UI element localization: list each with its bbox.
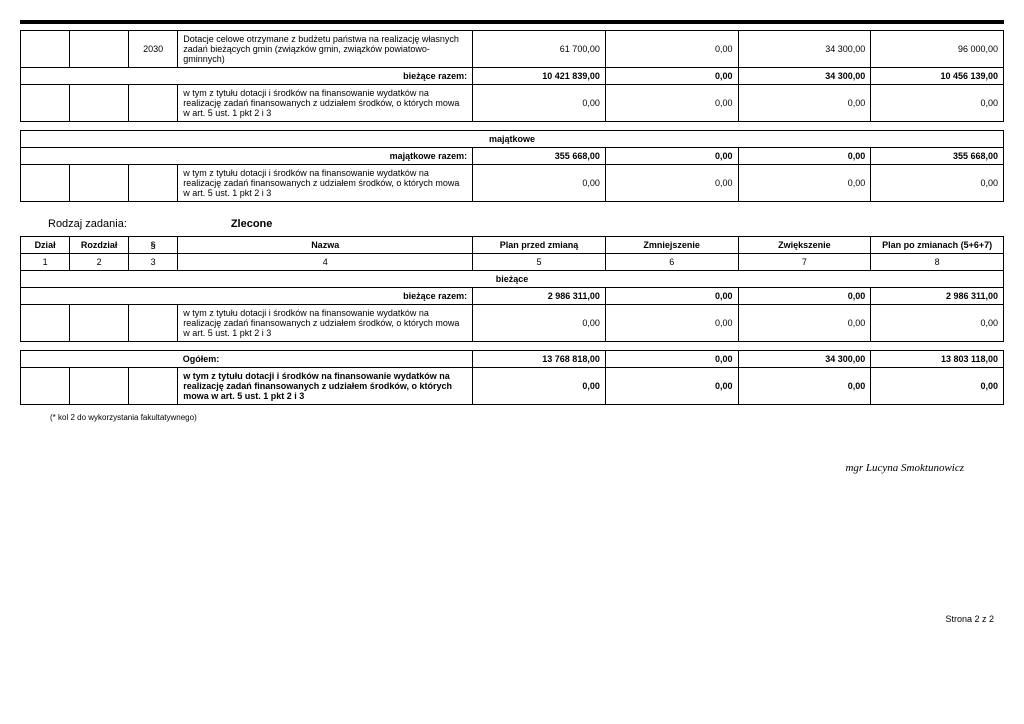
cell-nazwa: Dotacje celowe otrzymane z budżetu państ… [178,31,473,68]
cell-val: 0,00 [871,368,1004,405]
cell-val: 0,00 [871,85,1004,122]
header-row: Dział Rozdział § Nazwa Plan przed zmianą… [21,237,1004,254]
cell-val: 0,00 [605,31,738,68]
cell-val: 34 300,00 [738,31,871,68]
section-header: bieżące [21,271,1004,288]
col-header: Zwiększenie [738,237,871,254]
table-top: 2030 Dotacje celowe otrzymane z budżetu … [20,30,1004,122]
page-number: Strona 2 z 2 [20,614,994,624]
col-num: 3 [129,254,178,271]
rodzaj-label: Rodzaj zadania: [48,218,127,230]
cell-val: 355 668,00 [871,148,1004,165]
cell-val: 0,00 [605,165,738,202]
cell-val: 0,00 [871,165,1004,202]
table-zlecone: Dział Rozdział § Nazwa Plan przed zmianą… [20,236,1004,342]
cell-val: 0,00 [605,288,738,305]
cell-val: 96 000,00 [871,31,1004,68]
cell-val: 0,00 [738,85,871,122]
cell-val: 355 668,00 [473,148,606,165]
table-row-detail: w tym z tytułu dotacji i środków na fina… [21,368,1004,405]
cell-val: 10 421 839,00 [473,68,606,85]
col-header: Plan przed zmianą [473,237,606,254]
footnote: (* kol 2 do wykorzystania fakultatywnego… [50,413,1004,422]
cell-val: 13 803 118,00 [871,351,1004,368]
col-header: § [129,237,178,254]
ogolem-label: Ogółem: [178,351,473,368]
cell-val: 0,00 [605,68,738,85]
cell-val: 0,00 [605,351,738,368]
cell-val: 34 300,00 [738,351,871,368]
cell-par: 2030 [129,31,178,68]
cell-val: 0,00 [738,368,871,405]
col-header: Zmniejszenie [605,237,738,254]
section-header-row: majątkowe [21,131,1004,148]
col-number-row: 1 2 3 4 5 6 7 8 [21,254,1004,271]
detail-label: w tym z tytułu dotacji i środków na fina… [178,165,473,202]
cell-val: 0,00 [871,305,1004,342]
table-row: 2030 Dotacje celowe otrzymane z budżetu … [21,31,1004,68]
cell-val: 2 986 311,00 [871,288,1004,305]
col-num: 2 [70,254,129,271]
table-row-sum: bieżące razem: 10 421 839,00 0,00 34 300… [21,68,1004,85]
section-header: majątkowe [21,131,1004,148]
table-row-sum: Ogółem: 13 768 818,00 0,00 34 300,00 13 … [21,351,1004,368]
sum-label: bieżące razem: [21,68,473,85]
cell-val: 34 300,00 [738,68,871,85]
cell-val: 0,00 [473,368,606,405]
cell-val: 0,00 [738,288,871,305]
cell-val: 13 768 818,00 [473,351,606,368]
col-num: 6 [605,254,738,271]
table-row-sum: majątkowe razem: 355 668,00 0,00 0,00 35… [21,148,1004,165]
table-row-sum: bieżące razem: 2 986 311,00 0,00 0,00 2 … [21,288,1004,305]
table-row-detail: w tym z tytułu dotacji i środków na fina… [21,85,1004,122]
cell-val: 2 986 311,00 [473,288,606,305]
cell-val: 0,00 [738,148,871,165]
table-row-detail: w tym z tytułu dotacji i środków na fina… [21,165,1004,202]
col-header: Plan po zmianach (5+6+7) [871,237,1004,254]
signature: mgr Lucyna Smoktunowicz [20,462,964,474]
rodzaj-zadania: Rodzaj zadania: Zlecone [48,218,1004,230]
cell-val: 0,00 [605,305,738,342]
col-num: 5 [473,254,606,271]
sum-label: bieżące razem: [21,288,473,305]
col-header: Dział [21,237,70,254]
table-ogolem: Ogółem: 13 768 818,00 0,00 34 300,00 13 … [20,350,1004,405]
col-num: 1 [21,254,70,271]
table-row-detail: w tym z tytułu dotacji i środków na fina… [21,305,1004,342]
rodzaj-value: Zlecone [231,218,273,230]
col-header: Nazwa [178,237,473,254]
detail-label: w tym z tytułu dotacji i środków na fina… [178,368,473,405]
col-header: Rozdział [70,237,129,254]
sum-label: majątkowe razem: [21,148,473,165]
detail-label: w tym z tytułu dotacji i środków na fina… [178,85,473,122]
top-rule [20,20,1004,24]
cell-val: 0,00 [738,165,871,202]
cell-val: 0,00 [605,85,738,122]
col-num: 4 [178,254,473,271]
cell-val: 0,00 [473,165,606,202]
cell-val: 0,00 [473,305,606,342]
cell-val: 0,00 [605,368,738,405]
detail-label: w tym z tytułu dotacji i środków na fina… [178,305,473,342]
cell-val: 0,00 [605,148,738,165]
col-num: 8 [871,254,1004,271]
cell-val: 61 700,00 [473,31,606,68]
cell-val: 0,00 [738,305,871,342]
cell-val: 0,00 [473,85,606,122]
cell-val: 10 456 139,00 [871,68,1004,85]
table-majatkowe: majątkowe majątkowe razem: 355 668,00 0,… [20,130,1004,202]
col-num: 7 [738,254,871,271]
section-header-row: bieżące [21,271,1004,288]
